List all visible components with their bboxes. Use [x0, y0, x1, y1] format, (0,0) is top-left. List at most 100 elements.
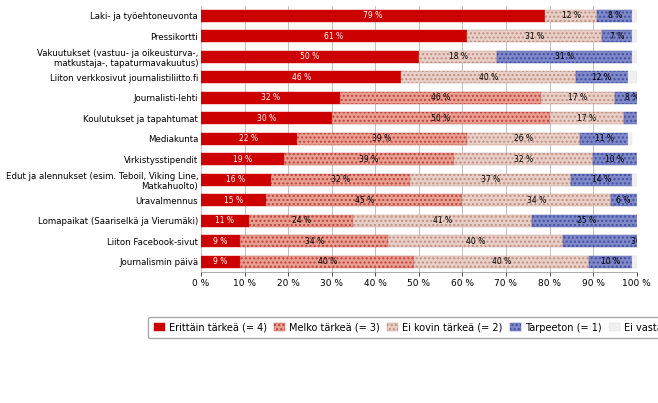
- Bar: [463, 194, 611, 206]
- Bar: [580, 133, 628, 145]
- Bar: [453, 153, 593, 165]
- Bar: [201, 112, 332, 124]
- Bar: [240, 256, 415, 268]
- Text: 17 %: 17 %: [577, 114, 596, 123]
- Bar: [401, 71, 576, 83]
- Bar: [201, 92, 340, 104]
- Text: 7 %: 7 %: [610, 32, 624, 41]
- Text: 12 %: 12 %: [562, 11, 581, 20]
- Bar: [541, 92, 615, 104]
- Bar: [353, 215, 532, 227]
- Bar: [419, 51, 497, 63]
- Text: 46 %: 46 %: [431, 93, 450, 102]
- Text: 17 %: 17 %: [569, 93, 588, 102]
- Bar: [602, 30, 632, 42]
- Bar: [497, 51, 632, 63]
- Text: 10 %: 10 %: [601, 257, 620, 266]
- Bar: [201, 153, 284, 165]
- Bar: [266, 194, 463, 206]
- Text: 8 %: 8 %: [608, 11, 622, 20]
- Text: 10 %: 10 %: [605, 155, 624, 164]
- Text: 40 %: 40 %: [492, 257, 511, 266]
- Bar: [201, 10, 545, 22]
- Text: 32 %: 32 %: [261, 93, 280, 102]
- Text: 40 %: 40 %: [479, 73, 498, 82]
- Bar: [532, 215, 641, 227]
- Bar: [467, 133, 580, 145]
- Text: 26 %: 26 %: [514, 134, 533, 143]
- Bar: [597, 10, 632, 22]
- Text: 22 %: 22 %: [240, 134, 259, 143]
- Text: 34 %: 34 %: [527, 196, 546, 205]
- Bar: [201, 71, 401, 83]
- Text: 19 %: 19 %: [233, 155, 252, 164]
- Bar: [201, 174, 270, 186]
- Bar: [628, 71, 637, 83]
- Bar: [611, 194, 637, 206]
- Text: 36 %: 36 %: [632, 237, 651, 246]
- Bar: [615, 92, 649, 104]
- Text: 50 %: 50 %: [300, 52, 320, 61]
- Text: 41 %: 41 %: [433, 216, 452, 225]
- Text: 37 %: 37 %: [481, 175, 500, 184]
- Text: 25 %: 25 %: [577, 216, 596, 225]
- Text: 14 %: 14 %: [592, 175, 611, 184]
- Bar: [415, 256, 589, 268]
- Bar: [340, 92, 541, 104]
- Bar: [388, 235, 563, 247]
- Text: 11 %: 11 %: [215, 216, 234, 225]
- Text: 45 %: 45 %: [355, 196, 374, 205]
- Bar: [410, 174, 571, 186]
- Text: 12 %: 12 %: [592, 73, 611, 82]
- Text: 9 %: 9 %: [213, 237, 228, 246]
- Bar: [332, 112, 549, 124]
- Text: 30 %: 30 %: [257, 114, 276, 123]
- Bar: [576, 71, 628, 83]
- Bar: [240, 235, 388, 247]
- Text: 39 %: 39 %: [372, 134, 392, 143]
- Bar: [270, 174, 410, 186]
- Bar: [589, 256, 632, 268]
- Bar: [593, 153, 637, 165]
- Text: 31 %: 31 %: [555, 52, 574, 61]
- Bar: [549, 112, 624, 124]
- Bar: [467, 30, 602, 42]
- Bar: [201, 51, 419, 63]
- Bar: [201, 133, 297, 145]
- Bar: [201, 256, 240, 268]
- Bar: [632, 174, 637, 186]
- Bar: [632, 51, 637, 63]
- Text: 34 %: 34 %: [305, 237, 324, 246]
- Bar: [284, 153, 453, 165]
- Bar: [649, 92, 658, 104]
- Bar: [632, 10, 637, 22]
- Bar: [201, 215, 249, 227]
- Bar: [628, 133, 632, 145]
- Text: 46 %: 46 %: [291, 73, 311, 82]
- Text: 50 %: 50 %: [431, 114, 450, 123]
- Legend: Erittäin tärkeä (= 4), Melko tärkeä (= 3), Ei kovin tärkeä (= 2), Tarpeeton (= 1: Erittäin tärkeä (= 4), Melko tärkeä (= 3…: [148, 317, 658, 339]
- Text: 40 %: 40 %: [318, 257, 337, 266]
- Bar: [624, 112, 637, 124]
- Bar: [563, 235, 658, 247]
- Text: 18 %: 18 %: [449, 52, 468, 61]
- Text: 24 %: 24 %: [291, 216, 311, 225]
- Text: 31 %: 31 %: [524, 32, 544, 41]
- Text: 6 %: 6 %: [617, 196, 631, 205]
- Bar: [632, 30, 637, 42]
- Bar: [571, 174, 632, 186]
- Bar: [637, 112, 641, 124]
- Text: 39 %: 39 %: [359, 155, 378, 164]
- Bar: [297, 133, 467, 145]
- Bar: [201, 30, 467, 42]
- Text: 9 %: 9 %: [213, 257, 228, 266]
- Bar: [201, 194, 266, 206]
- Text: 40 %: 40 %: [466, 237, 485, 246]
- Text: 32 %: 32 %: [514, 155, 533, 164]
- Text: 11 %: 11 %: [595, 134, 613, 143]
- Bar: [201, 235, 240, 247]
- Text: 16 %: 16 %: [226, 175, 245, 184]
- Bar: [632, 256, 637, 268]
- Text: 79 %: 79 %: [363, 11, 383, 20]
- Bar: [545, 10, 597, 22]
